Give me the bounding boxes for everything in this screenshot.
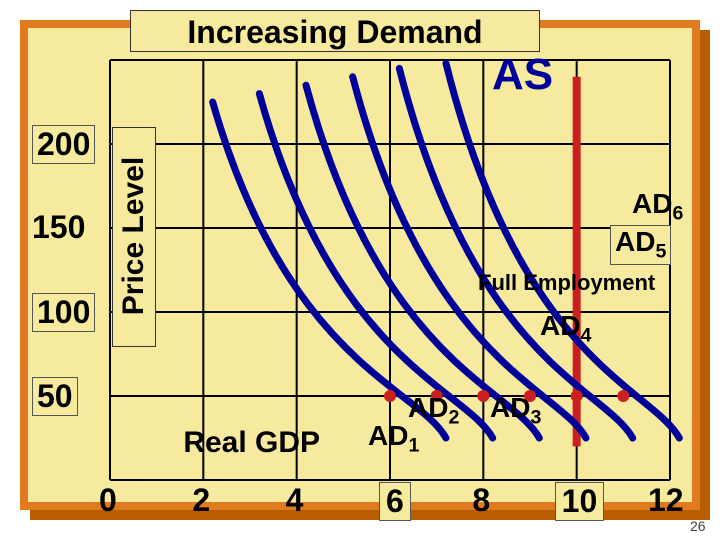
x-tick-12: 12 <box>648 482 684 519</box>
as-label: AS <box>492 50 553 100</box>
ad-label-6: AD6 <box>632 188 683 226</box>
ad-label-text-6: AD <box>632 188 672 219</box>
x-tick-2: 2 <box>192 482 210 519</box>
y-tick-50: 50 <box>32 377 78 416</box>
y-tick-100: 100 <box>32 293 95 332</box>
x-tick-0: 0 <box>99 482 117 519</box>
x-axis-label: Real GDP <box>183 426 320 460</box>
ad-label-text-1: AD <box>368 420 408 451</box>
y-tick-200: 200 <box>32 125 95 164</box>
ad-label-text-5: AD <box>615 226 655 257</box>
ad-label-text-4: AD <box>540 310 580 341</box>
ad-label-sub-1: 1 <box>408 435 419 457</box>
ad-label-sub-4: 4 <box>580 325 591 347</box>
ad-label-sub-5: 5 <box>655 241 666 263</box>
ad-label-text-2: AD <box>408 392 448 423</box>
ad-label-sub-6: 6 <box>672 203 683 225</box>
ad-label-3: AD3 <box>490 392 541 430</box>
ad-label-2: AD2 <box>408 392 459 430</box>
ad-label-5: AD5 <box>610 225 671 265</box>
chart-title: Increasing Demand <box>130 10 540 52</box>
x-tick-6: 6 <box>379 482 411 521</box>
ad-label-sub-2: 2 <box>448 407 459 429</box>
x-tick-10: 10 <box>555 482 605 521</box>
x-tick-4: 4 <box>286 482 304 519</box>
x-tick-8: 8 <box>472 482 490 519</box>
full-employment-label: Full Employment <box>478 270 655 296</box>
y-axis-label: Price Level <box>117 136 151 336</box>
ad-label-4: AD4 <box>540 310 591 348</box>
y-tick-150: 150 <box>32 209 85 246</box>
ad-label-text-3: AD <box>490 392 530 423</box>
slide-number: 26 <box>690 518 706 534</box>
ad-label-sub-3: 3 <box>530 407 541 429</box>
